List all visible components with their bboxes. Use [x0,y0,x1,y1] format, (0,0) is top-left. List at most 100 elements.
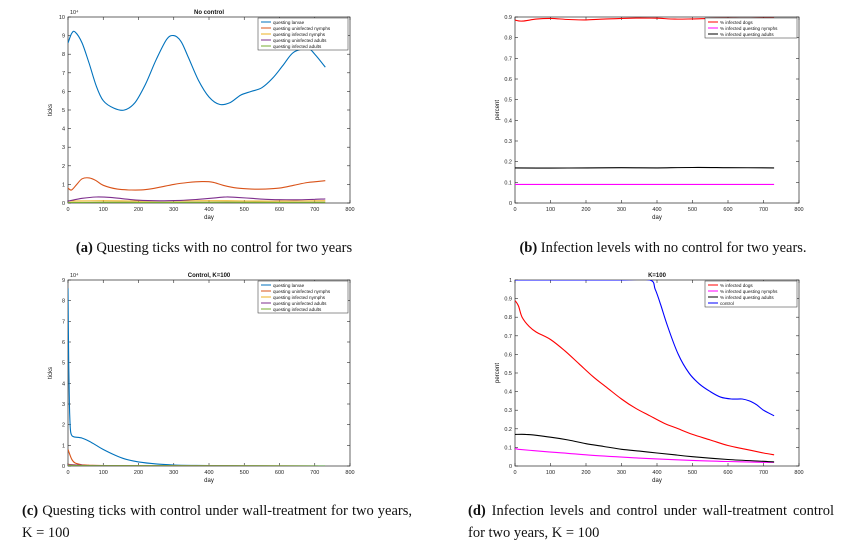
x-tick-label: 100 [546,207,555,213]
x-tick-label: 800 [794,470,803,476]
y-tick-label: 3 [62,145,65,151]
y-tick-label: 0.6 [504,77,512,83]
series-line-4 [515,280,775,417]
y-tick-label: 1 [62,443,65,449]
x-tick-label: 100 [99,207,108,213]
x-axis-label: day [652,215,662,221]
y-axis-label: ticks [48,104,54,116]
caption-text: Infection levels and control under wall-… [468,503,835,541]
y-axis-label: percent [495,363,501,383]
y-tick-label: 0.8 [504,315,512,321]
legend-box [704,17,798,39]
x-tick-label: 600 [723,207,732,213]
x-tick-label: 0 [513,470,516,476]
legend-label: questing uninfected nymphs [273,289,331,294]
x-tick-label: 300 [617,470,626,476]
y-tick-label: 6 [62,340,65,346]
y-tick-label: 0.5 [504,98,512,104]
caption-text: Questing ticks with no control for two y… [96,240,353,256]
x-tick-label: 600 [275,207,284,213]
series-line-2 [68,177,326,191]
legend-box [704,280,798,308]
y-tick-label: 4 [62,127,65,133]
legend-label: questing uninfected nymphs [273,26,331,31]
y-tick-label: 0 [509,201,512,207]
legend-label: questing larvae [273,283,305,288]
y-tick-label: 0.7 [504,56,512,62]
chart-panel-b: 0 100 200 300 400 500 600 700 800 0 0.1 0.2 0.3 0.4 0.… [495,15,804,221]
y-exponent-label: 10⁴ [70,272,79,279]
y-tick-label: 0.7 [504,334,512,340]
legend-label: % infected questing adults [720,295,774,300]
y-tick-label: 1 [62,182,65,188]
x-tick-label: 800 [345,470,354,476]
chart-panel-c: 0 100 200 300 400 500 600 700 800 0 1 2 3 4 5 6 7 8 9 10⁴ Co… [48,272,355,484]
y-tick-label: 9 [62,34,65,40]
x-tick-label: 100 [99,470,108,476]
x-tick-label: 0 [66,470,69,476]
plot-area [514,279,800,467]
caption-letter: (a) [75,240,93,256]
y-tick-label: 4 [62,381,65,387]
x-tick-label: 800 [794,207,803,213]
y-tick-label: 0.4 [504,390,512,396]
series-line-3 [515,433,775,463]
y-tick-label: 5 [62,361,65,367]
x-axis-label: day [652,478,662,484]
legend-label: questing uninfected adults [273,38,327,43]
y-axis-label: ticks [48,367,54,379]
y-tick-label: 0.5 [504,371,512,377]
x-tick-label: 500 [240,207,249,213]
legend-label: questing infected adults [273,307,322,312]
legend-label: % infected dogs [720,283,753,288]
chart-title: K=100 [648,273,667,279]
legend-box [257,17,349,51]
x-tick-label: 400 [652,470,661,476]
x-axis-label: day [204,478,214,484]
x-tick-label: 300 [169,470,178,476]
x-tick-label: 100 [546,470,555,476]
y-tick-label: 0 [62,201,65,207]
chart-title: No control [194,10,224,16]
y-tick-label: 5 [62,108,65,114]
legend-label: questing larvae [273,20,305,25]
series-line-2 [515,447,775,463]
x-tick-label: 0 [513,207,516,213]
y-tick-label: 10 [59,15,65,21]
legend-label: % infected questing adults [720,32,774,37]
chart-panel-a: 0 100 200 300 400 500 600 700 800 0 1 2 3 4 5 6 7 8 9 10 10⁴… [48,9,355,221]
y-tick-label: 7 [62,319,65,325]
legend-label: % infected questing nymphs [720,289,778,294]
x-tick-label: 200 [581,470,590,476]
chart-panel-d: 0 100 200 300 400 500 600 700 800 0 0.1 0.2 0.3 0.4 0.… [495,273,804,484]
series-line-3 [515,166,775,169]
x-tick-label: 500 [240,470,249,476]
x-tick-label: 400 [652,207,661,213]
caption-letter: (d) [468,503,486,519]
x-tick-label: 800 [345,207,354,213]
x-tick-label: 400 [204,207,213,213]
y-tick-label: 0.6 [504,352,512,358]
x-tick-label: 300 [169,207,178,213]
series-line-1 [515,300,775,456]
plot-area [514,16,800,204]
legend-label: % infected questing nymphs [720,26,778,31]
series-line-1 [68,30,326,111]
y-exponent-label: 10⁴ [70,9,79,16]
y-tick-label: 0.9 [504,15,512,21]
y-tick-label: 0.1 [504,445,512,451]
x-tick-label: 700 [310,207,319,213]
y-tick-label: 7 [62,71,65,77]
y-tick-label: 2 [62,423,65,429]
legend-label: questing infected nymphs [273,32,326,37]
legend-label: control [720,301,734,306]
y-tick-label: 1 [509,278,512,284]
caption-text: Questing ticks with control under wall-t… [22,503,413,541]
y-tick-label: 0.2 [504,160,512,166]
x-tick-label: 700 [759,470,768,476]
y-tick-label: 0.1 [504,180,512,186]
y-tick-label: 0.2 [504,427,512,433]
y-tick-label: 6 [62,89,65,95]
x-tick-label: 700 [310,470,319,476]
legend-label: questing infected nymphs [273,295,326,300]
